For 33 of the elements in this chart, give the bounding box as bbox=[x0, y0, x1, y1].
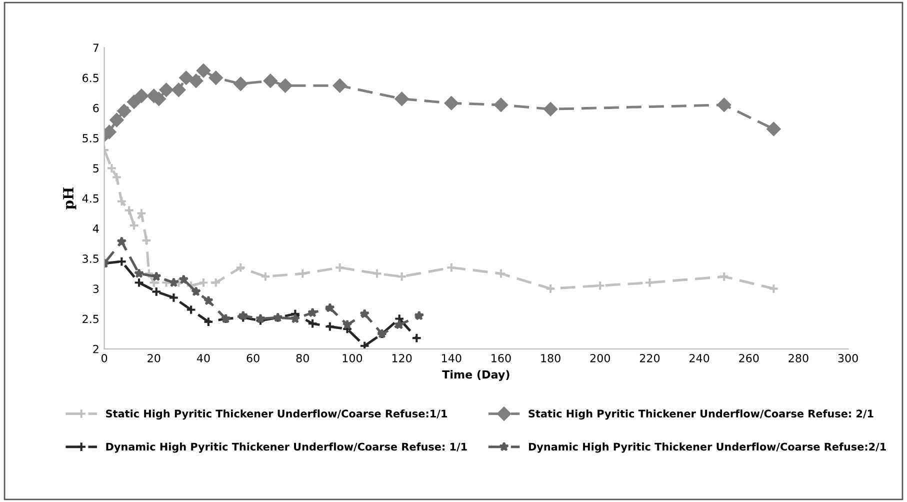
x-tick-label: 120 bbox=[392, 354, 412, 362]
x-tick-label: 100 bbox=[342, 354, 362, 362]
x-tick-label: 60 bbox=[246, 354, 260, 362]
legend-label: Dynamic High Pyritic Thickener Underflow/Coarse Refuse:2/1 bbox=[528, 442, 886, 453]
x-axis-title: Time (Day) bbox=[442, 370, 510, 381]
y-tick-label: 7 bbox=[93, 44, 98, 52]
y-tick-label: 5.5 bbox=[82, 134, 98, 142]
y-tick-label: 2 bbox=[93, 344, 98, 354]
x-tick-label: 0 bbox=[102, 354, 108, 362]
legend-label: Static High Pyritic Thickener Underflow/Coarse Refuse: 2/1 bbox=[528, 409, 874, 420]
y-tick-label: 3 bbox=[93, 284, 99, 294]
x-tick-label: 40 bbox=[196, 354, 210, 362]
legend-label: Dynamic High Pyritic Thickener Underflow/Coarse Refuse: 1/1 bbox=[106, 442, 467, 453]
x-tick-label: 200 bbox=[590, 354, 610, 362]
x-tick-label: 280 bbox=[788, 354, 808, 362]
x-tick-label: 140 bbox=[442, 354, 462, 362]
y-tick-label: 5 bbox=[93, 164, 98, 173]
y-tick-label: 6.5 bbox=[82, 74, 98, 82]
x-tick-label: 220 bbox=[640, 354, 660, 362]
legend-label: Static High Pyritic Thickener Underflow/Coarse Refuse:1/1 bbox=[106, 409, 447, 420]
y-tick-label: 3.5 bbox=[82, 254, 98, 263]
x-tick-label: 300 bbox=[838, 354, 858, 362]
x-tick-label: 260 bbox=[739, 354, 759, 362]
y-tick-label: 4.5 bbox=[82, 194, 98, 203]
y-tick-label: 2.5 bbox=[82, 314, 98, 324]
y-tick-label: 4 bbox=[92, 224, 99, 233]
x-tick-label: 160 bbox=[492, 354, 511, 362]
y-tick-label: 6 bbox=[93, 104, 99, 112]
x-tick-label: 240 bbox=[690, 354, 710, 362]
y-axis-title: pH bbox=[63, 188, 76, 210]
x-tick-label: 80 bbox=[296, 354, 309, 362]
x-tick-label: 20 bbox=[148, 354, 160, 362]
x-tick-label: 180 bbox=[541, 354, 560, 362]
